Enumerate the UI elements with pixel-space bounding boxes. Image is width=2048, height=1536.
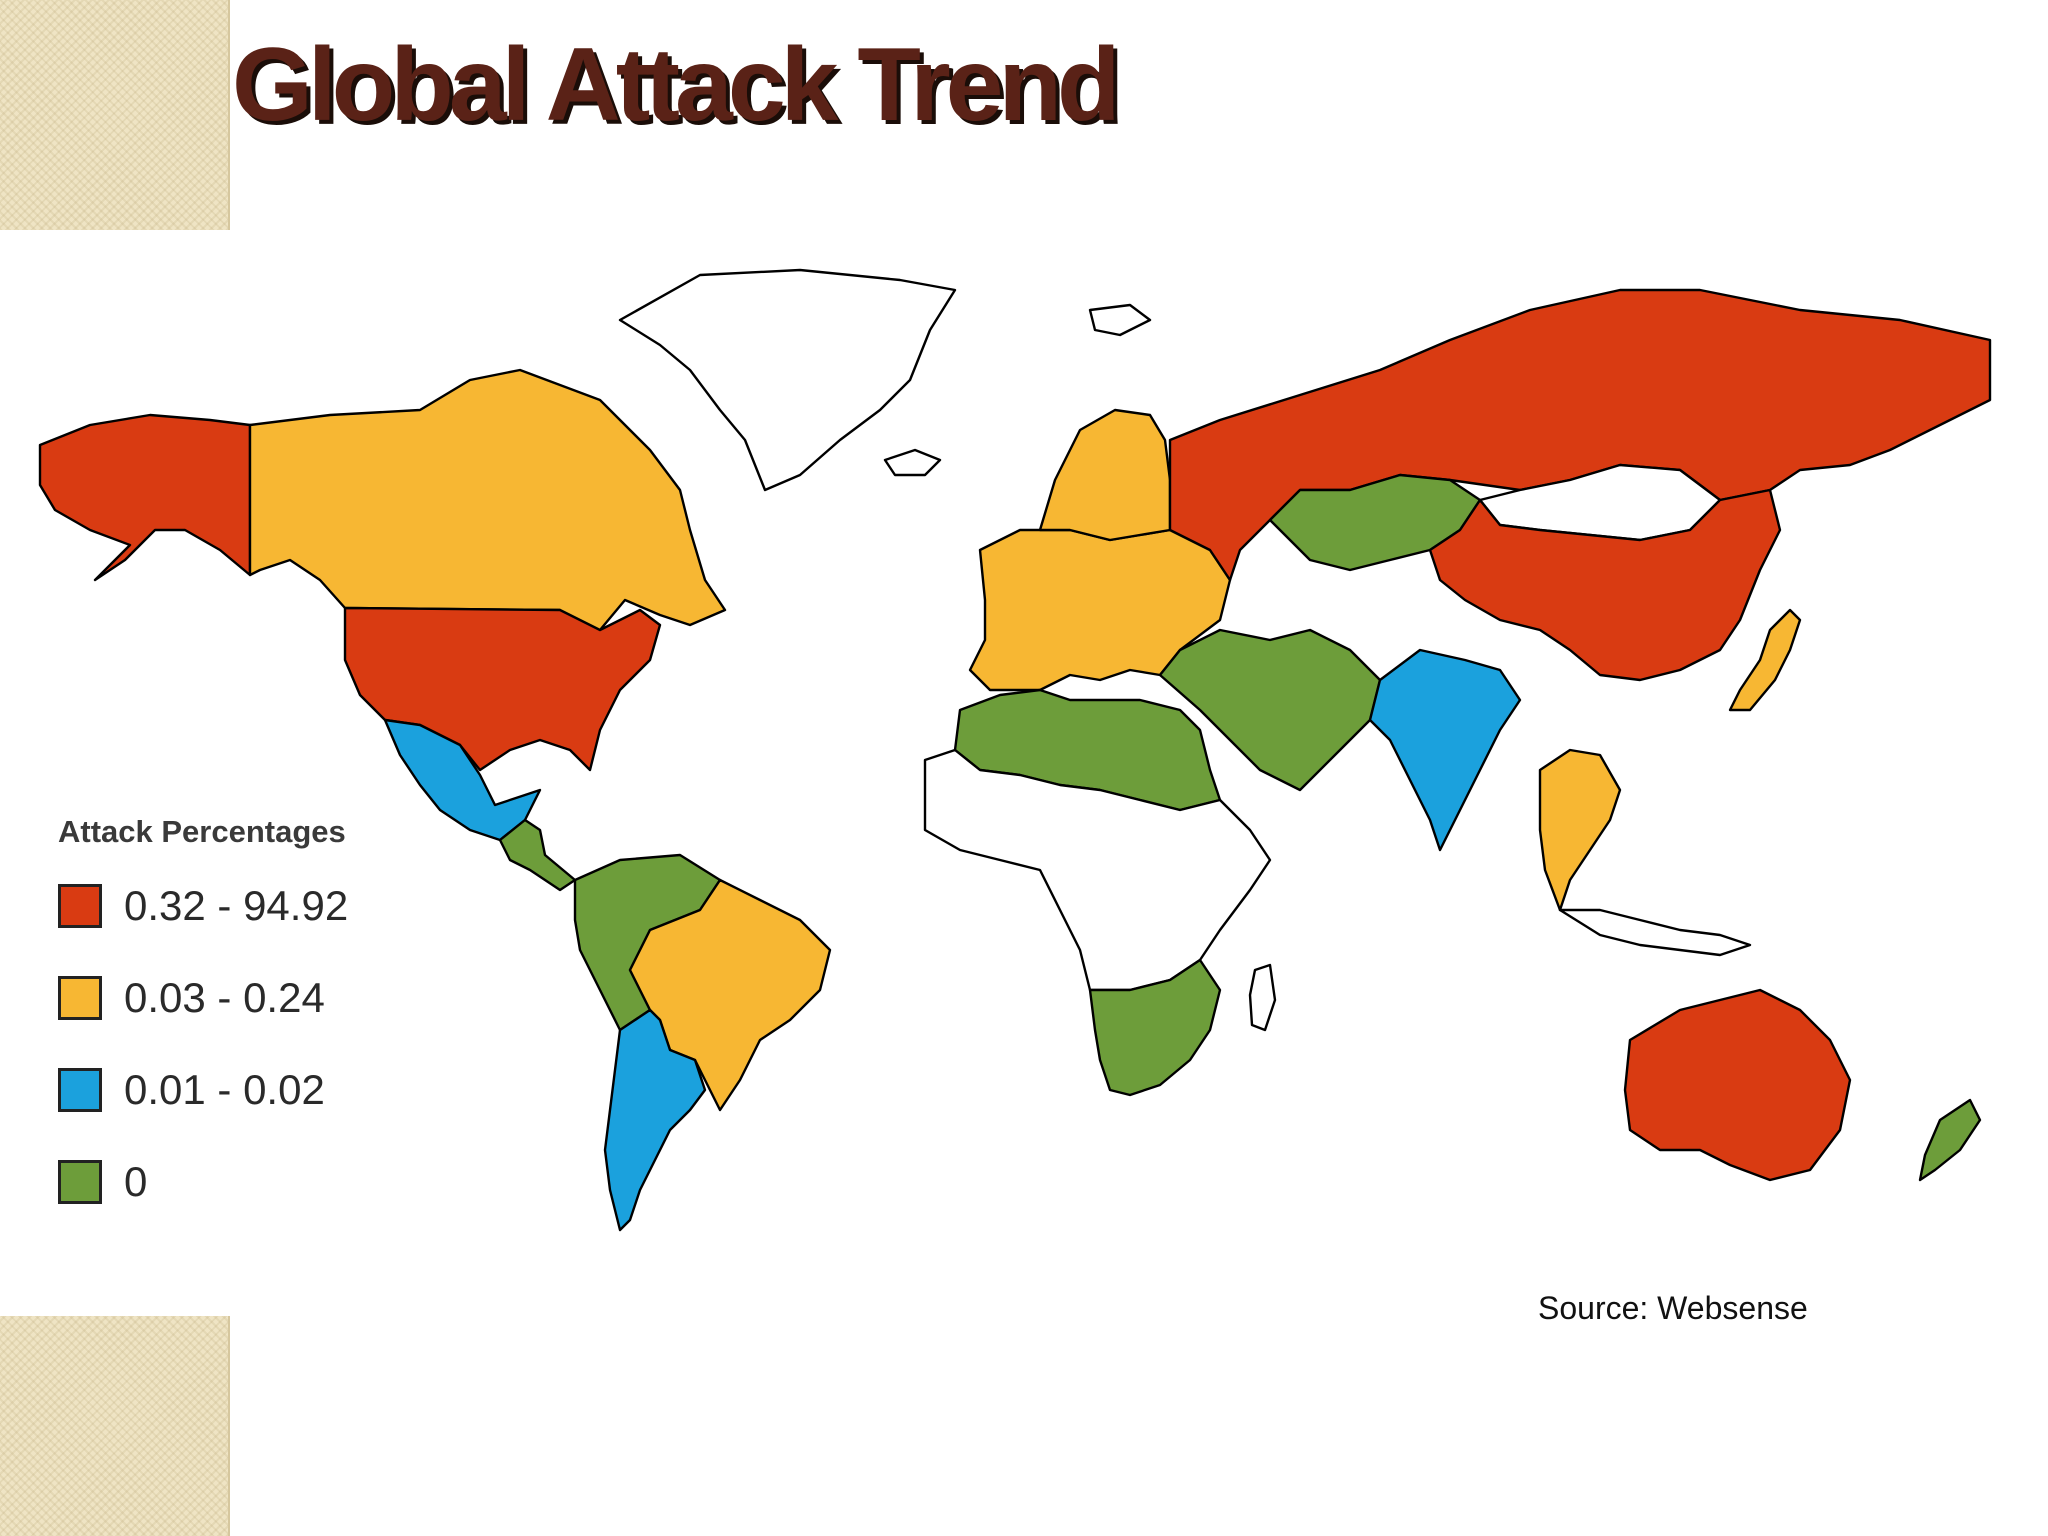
slide-title: Global Attack Trend (232, 27, 1121, 143)
legend-item: 0 (58, 1152, 458, 1212)
region-argentina (603, 1008, 707, 1232)
region-iceland (883, 448, 942, 477)
region-southern-africa (1088, 958, 1222, 1097)
legend-label: 0.01 - 0.02 (124, 1066, 325, 1113)
region-china (1428, 488, 1782, 682)
corner-decoration-bottom (0, 1316, 230, 1536)
region-southeast-asia (1538, 748, 1622, 912)
source-note: Source: Websense (1538, 1290, 1808, 1326)
region-scandinavia (1038, 408, 1172, 542)
region-greenland (618, 268, 957, 492)
world-map-canvas (38, 268, 1992, 1232)
region-canada (248, 368, 727, 652)
world-map (0, 230, 2048, 1290)
legend-item: 0.32 - 94.92 (58, 876, 458, 936)
legend-swatch (58, 884, 102, 928)
legend-label: 0.03 - 0.24 (124, 974, 325, 1021)
region-united-states (343, 606, 662, 772)
region-alaska (38, 413, 252, 582)
region-madagascar (1248, 963, 1277, 1032)
region-australia (1623, 988, 1852, 1182)
corner-decoration-top (0, 0, 230, 230)
region-indonesia (1558, 908, 1752, 957)
legend-swatch (58, 976, 102, 1020)
legend-title: Attack Percentages (58, 814, 346, 849)
region-japan (1728, 608, 1802, 712)
map-legend: Attack Percentages 0.32 - 94.92 0.03 - 0… (58, 814, 458, 1244)
legend-swatch (58, 1068, 102, 1112)
region-new-zealand (1918, 1098, 1982, 1182)
region-india (1368, 648, 1522, 852)
legend-item: 0.03 - 0.24 (58, 968, 458, 1028)
legend-item: 0.01 - 0.02 (58, 1060, 458, 1120)
region-central-america (498, 818, 577, 892)
legend-label: 0.32 - 94.92 (124, 882, 349, 929)
region-central-africa (923, 748, 1272, 992)
region-mexico (383, 718, 542, 842)
legend-swatch (58, 1160, 102, 1204)
legend-label: 0 (124, 1158, 148, 1205)
region-svalbard (1088, 303, 1152, 337)
